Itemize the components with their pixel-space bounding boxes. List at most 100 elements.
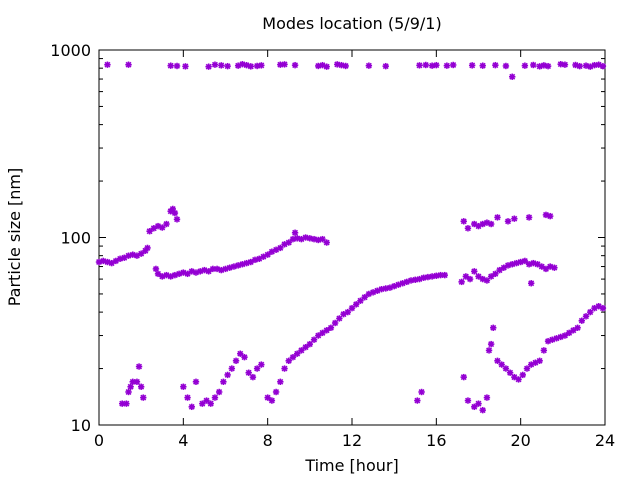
data-point	[468, 62, 476, 69]
data-point	[540, 347, 548, 354]
data-point	[215, 388, 223, 396]
data-point	[582, 313, 590, 320]
data-point	[268, 397, 276, 404]
data-point	[224, 371, 231, 379]
x-tick-label: 8	[263, 431, 273, 450]
data-point	[188, 403, 195, 411]
data-point	[336, 315, 343, 322]
data-points	[95, 60, 607, 414]
data-point	[528, 280, 535, 287]
data-point	[334, 61, 341, 68]
data-point	[443, 62, 451, 69]
data-point	[403, 278, 411, 286]
data-point	[323, 327, 330, 334]
data-point	[135, 363, 143, 370]
data-point	[530, 61, 537, 69]
data-point	[104, 61, 111, 68]
data-point	[458, 278, 465, 286]
data-point	[277, 378, 284, 385]
data-point	[464, 397, 472, 404]
data-point	[599, 62, 607, 70]
data-point	[264, 394, 271, 401]
data-point	[127, 383, 134, 390]
data-point	[561, 61, 569, 68]
data-point	[291, 61, 299, 69]
data-point	[281, 365, 288, 372]
data-point	[521, 62, 529, 69]
data-point	[203, 397, 210, 404]
data-point	[116, 255, 124, 262]
axis-tick-labels: 0 4 8 12 16 20 24 10 100 1000	[50, 41, 615, 450]
data-point	[211, 394, 219, 401]
data-point	[494, 357, 501, 364]
data-point	[523, 365, 531, 372]
data-point	[220, 378, 227, 385]
data-point	[146, 228, 153, 235]
data-point	[574, 324, 581, 331]
data-point	[315, 62, 322, 70]
data-point	[173, 216, 181, 223]
data-point	[450, 61, 457, 69]
data-point	[576, 62, 583, 70]
data-point	[483, 394, 491, 401]
data-point	[487, 340, 495, 348]
data-point	[137, 250, 145, 257]
data-point	[348, 304, 356, 312]
data-point	[281, 241, 288, 248]
data-point	[211, 61, 219, 68]
data-point	[245, 369, 252, 376]
data-point	[224, 62, 231, 70]
x-tick-label: 12	[342, 431, 362, 450]
data-point	[504, 218, 512, 225]
axis-ticks	[98, 49, 606, 426]
data-point	[192, 378, 200, 385]
data-point	[418, 388, 425, 396]
data-point	[492, 61, 499, 69]
data-point	[511, 215, 518, 222]
data-point	[125, 388, 132, 396]
y-tick-label: 1000	[50, 41, 91, 60]
data-point	[306, 340, 314, 348]
data-point	[184, 270, 191, 278]
data-point	[525, 214, 533, 221]
data-point	[241, 353, 248, 361]
data-point	[205, 63, 212, 70]
x-tick-label: 16	[426, 431, 446, 450]
data-point	[460, 218, 467, 225]
x-tick-label: 20	[510, 431, 530, 450]
data-point	[173, 62, 181, 70]
data-point	[464, 225, 472, 232]
data-point	[365, 62, 373, 69]
data-point	[502, 62, 510, 70]
y-tick-label: 100	[60, 229, 91, 248]
data-point	[272, 246, 280, 253]
data-point	[546, 212, 554, 220]
data-point	[207, 400, 214, 407]
data-point	[180, 383, 187, 390]
data-point	[137, 383, 145, 390]
data-point	[515, 376, 522, 383]
data-point	[323, 239, 330, 246]
data-point	[247, 63, 254, 70]
data-point	[285, 239, 292, 246]
data-point	[521, 257, 529, 265]
data-point	[264, 251, 271, 258]
data-point	[494, 214, 501, 221]
data-point	[466, 275, 474, 283]
data-point	[441, 271, 448, 279]
data-point	[344, 308, 351, 316]
x-tick-label: 4	[178, 431, 188, 450]
y-tick-label: 10	[71, 416, 91, 435]
data-point	[232, 357, 240, 364]
data-point	[154, 270, 162, 278]
data-point	[506, 369, 514, 376]
data-point	[382, 285, 389, 292]
data-point	[578, 317, 586, 324]
data-point	[587, 308, 594, 316]
data-point	[133, 378, 141, 385]
data-point	[123, 400, 130, 407]
data-point	[519, 371, 526, 379]
data-point	[144, 244, 151, 252]
data-point	[502, 365, 510, 372]
